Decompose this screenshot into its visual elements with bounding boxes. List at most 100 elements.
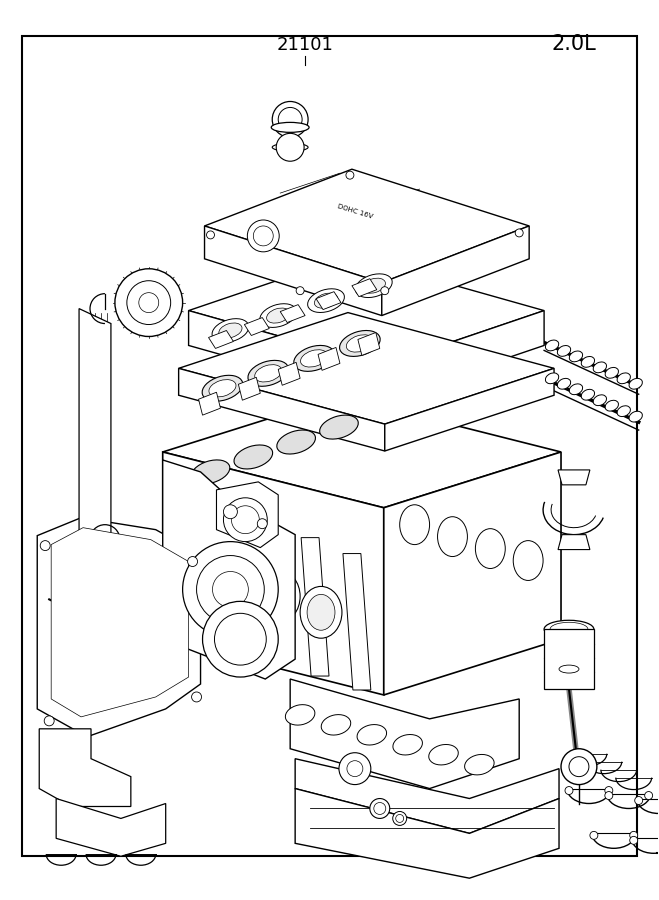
Circle shape <box>196 555 264 624</box>
Ellipse shape <box>191 460 230 484</box>
Ellipse shape <box>558 346 571 356</box>
Ellipse shape <box>475 528 505 569</box>
Ellipse shape <box>438 517 467 556</box>
Ellipse shape <box>260 303 297 328</box>
Circle shape <box>40 541 50 551</box>
Circle shape <box>569 757 589 777</box>
Circle shape <box>347 760 363 777</box>
Ellipse shape <box>581 390 594 400</box>
Circle shape <box>127 281 171 325</box>
Circle shape <box>635 796 643 805</box>
Polygon shape <box>51 527 188 717</box>
Circle shape <box>223 505 237 518</box>
Ellipse shape <box>248 360 289 386</box>
Polygon shape <box>280 304 305 322</box>
Ellipse shape <box>314 293 337 308</box>
Polygon shape <box>382 226 529 316</box>
Ellipse shape <box>355 274 392 298</box>
Circle shape <box>44 716 54 725</box>
Ellipse shape <box>258 571 300 622</box>
Text: DOHC 16V: DOHC 16V <box>337 202 373 220</box>
Ellipse shape <box>544 620 594 638</box>
Circle shape <box>515 229 523 237</box>
Ellipse shape <box>272 143 308 151</box>
Ellipse shape <box>308 289 345 312</box>
Polygon shape <box>259 522 287 662</box>
Circle shape <box>339 752 371 785</box>
Ellipse shape <box>216 554 258 607</box>
Ellipse shape <box>357 724 387 745</box>
Polygon shape <box>301 537 329 676</box>
Ellipse shape <box>339 330 380 356</box>
Polygon shape <box>40 729 131 806</box>
Polygon shape <box>179 312 554 424</box>
Circle shape <box>257 518 268 528</box>
Polygon shape <box>216 482 278 547</box>
Ellipse shape <box>593 395 606 406</box>
Ellipse shape <box>320 415 358 439</box>
Circle shape <box>561 749 597 785</box>
Ellipse shape <box>321 715 351 735</box>
Circle shape <box>202 601 278 677</box>
Ellipse shape <box>546 373 559 383</box>
Circle shape <box>605 792 613 799</box>
Ellipse shape <box>300 587 342 638</box>
Circle shape <box>374 803 386 815</box>
Polygon shape <box>244 318 270 336</box>
Polygon shape <box>558 470 590 485</box>
Circle shape <box>212 572 248 608</box>
Circle shape <box>183 542 278 637</box>
Circle shape <box>206 231 214 239</box>
Circle shape <box>630 836 638 844</box>
Ellipse shape <box>400 505 430 544</box>
Circle shape <box>139 292 159 312</box>
Polygon shape <box>318 347 340 370</box>
Circle shape <box>565 787 573 795</box>
Ellipse shape <box>285 705 315 725</box>
Circle shape <box>188 556 198 566</box>
Ellipse shape <box>617 406 631 417</box>
Ellipse shape <box>629 378 643 389</box>
Ellipse shape <box>272 122 309 132</box>
Ellipse shape <box>267 308 290 323</box>
Ellipse shape <box>558 378 571 389</box>
Ellipse shape <box>347 335 374 352</box>
Circle shape <box>630 832 638 840</box>
Circle shape <box>296 287 304 294</box>
Ellipse shape <box>605 367 618 378</box>
Ellipse shape <box>513 541 543 580</box>
Ellipse shape <box>629 411 643 422</box>
Circle shape <box>370 798 389 818</box>
Polygon shape <box>558 535 590 550</box>
Ellipse shape <box>223 562 251 598</box>
Polygon shape <box>208 330 233 348</box>
Ellipse shape <box>546 340 559 351</box>
Ellipse shape <box>277 430 316 454</box>
Polygon shape <box>239 377 260 400</box>
Polygon shape <box>295 759 559 833</box>
Circle shape <box>231 506 259 534</box>
Text: 21101: 21101 <box>277 36 333 54</box>
Ellipse shape <box>301 350 328 367</box>
Ellipse shape <box>234 445 273 469</box>
Ellipse shape <box>569 351 583 362</box>
Ellipse shape <box>569 384 583 394</box>
Polygon shape <box>295 788 559 878</box>
Circle shape <box>247 220 279 252</box>
Polygon shape <box>176 490 204 634</box>
Circle shape <box>346 171 354 179</box>
Polygon shape <box>163 452 384 695</box>
Text: 2.0L: 2.0L <box>552 33 596 54</box>
Polygon shape <box>188 310 383 400</box>
Circle shape <box>278 107 302 131</box>
Polygon shape <box>544 629 594 689</box>
Ellipse shape <box>255 364 282 382</box>
Polygon shape <box>290 679 519 788</box>
Ellipse shape <box>617 373 631 383</box>
Polygon shape <box>204 169 529 283</box>
Polygon shape <box>163 396 561 508</box>
Ellipse shape <box>559 665 579 673</box>
Circle shape <box>605 787 613 795</box>
Circle shape <box>393 812 407 825</box>
Polygon shape <box>278 363 300 385</box>
